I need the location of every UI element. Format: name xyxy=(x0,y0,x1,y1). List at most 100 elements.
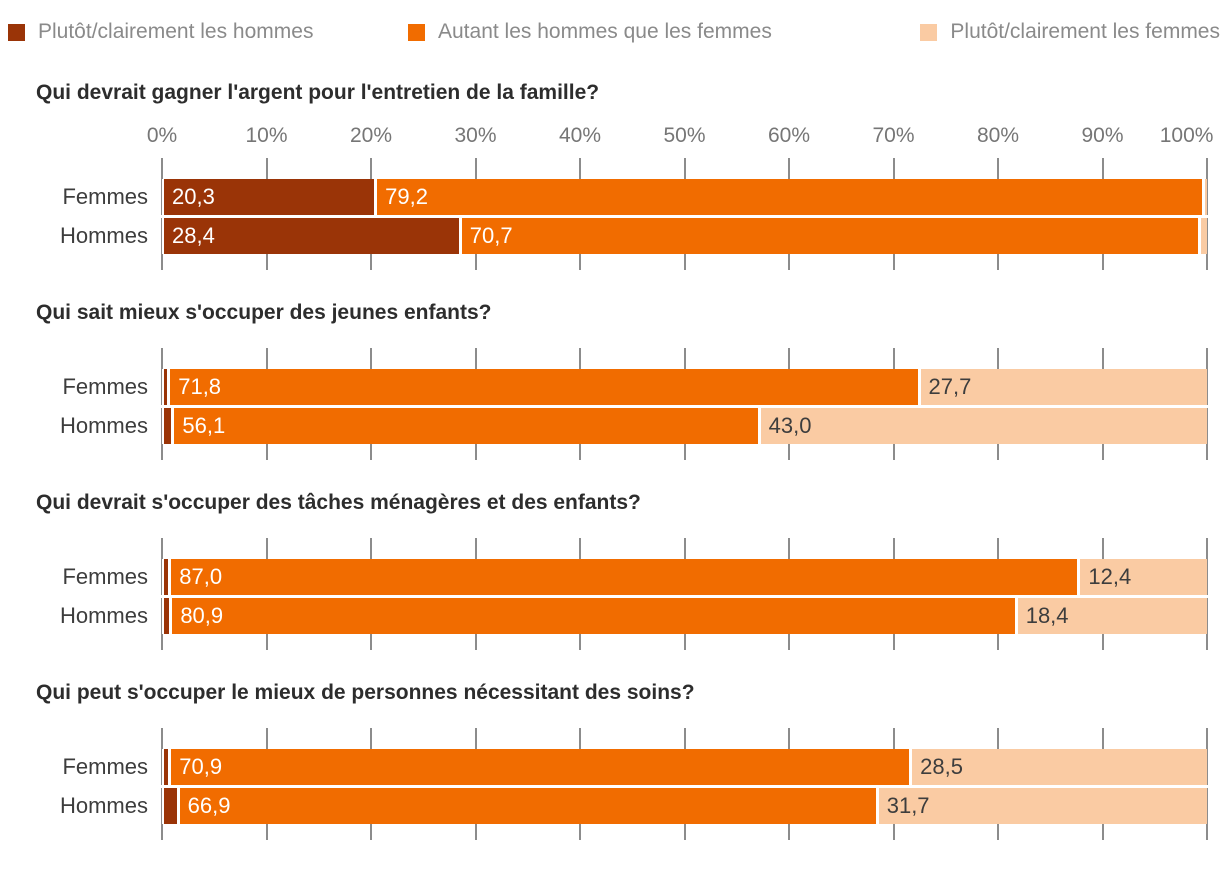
bar-value-label: 66,9 xyxy=(187,793,231,818)
bar-row: Femmes 71,8 27,7 xyxy=(0,369,1220,408)
bar-track: 70,9 28,5 xyxy=(162,749,1207,785)
axis-tick-label: 90% xyxy=(1081,124,1124,147)
bar-track: 66,9 31,7 xyxy=(162,788,1207,824)
chart-title: Qui devrait s'occuper des tâches ménagèr… xyxy=(36,491,641,514)
chart-section: Qui peut s'occuper le mieux de personnes… xyxy=(0,680,1220,840)
legend: Plutôt/clairement les hommes Autant les h… xyxy=(0,0,1220,52)
bar-segment: 71,8 xyxy=(167,369,918,405)
bar-track: 87,0 12,4 xyxy=(162,559,1207,595)
bar-row: Hommes 66,9 31,7 xyxy=(0,788,1220,824)
plot-area: Femmes 70,9 28,5 Hommes 66,9 31,7 xyxy=(0,728,1220,840)
bar-segment: 66,9 xyxy=(176,788,876,824)
bar-segment xyxy=(162,598,170,634)
bar-value-label: 27,7 xyxy=(928,374,972,399)
bar-row: Hommes 56,1 43,0 xyxy=(0,408,1220,444)
bar-segment xyxy=(1197,218,1207,254)
axis-tick-label: 60% xyxy=(767,124,811,147)
bar-row-label: Femmes xyxy=(62,184,148,209)
chart-section: Qui devrait gagner l'argent pour l'entre… xyxy=(0,80,1220,270)
bar-row-label: Femmes xyxy=(62,374,148,399)
bar-value-label: 12,4 xyxy=(1088,564,1132,589)
legend-item-hommes: Plutôt/clairement les hommes xyxy=(8,12,408,52)
plot-area: Femmes 71,8 27,7 Hommes 56,1 43,0 xyxy=(0,348,1220,460)
chart-section: Qui devrait s'occuper des tâches ménagèr… xyxy=(0,490,1220,650)
chart-title: Qui peut s'occuper le mieux de personnes… xyxy=(36,681,695,704)
bar-segment: 20,3 xyxy=(162,179,375,215)
bar-segment: 43,0 xyxy=(757,408,1207,444)
bar-track: 20,3 79,2 xyxy=(162,179,1207,215)
bar-track: 80,9 18,4 xyxy=(162,598,1207,634)
bar-row-label: Hommes xyxy=(59,223,148,248)
axis-tick-label: 40% xyxy=(558,124,602,147)
axis-tick-label: 70% xyxy=(872,124,915,147)
gridline xyxy=(1206,158,1208,270)
bar-value-label: 70,7 xyxy=(469,223,513,248)
bar-track: 56,1 43,0 xyxy=(162,408,1207,444)
bar-segment: 70,7 xyxy=(458,218,1198,254)
axis-tick-label: 80% xyxy=(976,124,1020,147)
charts: Qui devrait gagner l'argent pour l'entre… xyxy=(0,80,1220,840)
legend-item-autant: Autant les hommes que les femmes xyxy=(408,12,920,52)
bar-row: Femmes 87,0 12,4 xyxy=(0,559,1220,598)
bar-row-label: Hommes xyxy=(59,603,148,628)
chart-section: Qui sait mieux s'occuper des jeunes enfa… xyxy=(0,300,1220,460)
bar-segment: 18,4 xyxy=(1014,598,1207,634)
axis-tick-label: 0% xyxy=(146,124,178,147)
bar-row-label: Hommes xyxy=(59,413,148,438)
bar-value-label: 18,4 xyxy=(1025,603,1069,628)
bar-row-label: Hommes xyxy=(59,793,148,818)
chart-title: Qui devrait gagner l'argent pour l'entre… xyxy=(36,81,600,104)
bar-row: Femmes 20,3 79,2 xyxy=(0,179,1220,218)
bar-segment: 28,5 xyxy=(909,749,1207,785)
bar-value-label: 70,9 xyxy=(179,754,223,779)
bar-value-label: 79,2 xyxy=(385,184,428,209)
bar-segment: 56,1 xyxy=(171,408,758,444)
bar-segment: 27,7 xyxy=(917,369,1207,405)
bar-segment: 28,4 xyxy=(162,218,459,254)
bar-value-label: 56,1 xyxy=(182,413,226,438)
legend-label: Plutôt/clairement les femmes xyxy=(950,20,1220,43)
bar-segment xyxy=(162,369,168,405)
bar-value-label: 28,4 xyxy=(172,223,215,248)
bar-segment: 87,0 xyxy=(168,559,1078,595)
gridline xyxy=(1206,728,1208,840)
axis-tick-label: 10% xyxy=(245,124,288,147)
bar-segment: 80,9 xyxy=(169,598,1015,634)
plot-area: Femmes 20,3 79,2 Hommes 28,4 70,7 xyxy=(0,158,1220,270)
gridline xyxy=(1206,348,1208,460)
bar-value-label: 20,3 xyxy=(172,184,215,209)
bar-value-label: 31,7 xyxy=(886,793,930,818)
bar-segment xyxy=(162,408,172,444)
legend-swatch-femmes-icon xyxy=(920,23,938,41)
bar-row: Hommes 80,9 18,4 xyxy=(0,598,1220,634)
bar-row: Femmes 70,9 28,5 xyxy=(0,749,1220,788)
bar-segment xyxy=(162,749,169,785)
legend-swatch-autant-icon xyxy=(408,23,425,41)
bar-segment: 79,2 xyxy=(374,179,1202,215)
bar-value-label: 71,8 xyxy=(178,374,222,399)
plot-area: Femmes 87,0 12,4 Hommes 80,9 18,4 xyxy=(0,538,1220,650)
axis-labels: 0% 10% 20% 30% 40% 50% 60% 70% 80% 90% 100% xyxy=(147,124,1214,150)
bar-row-label: Femmes xyxy=(62,564,148,589)
bar-track: 71,8 27,7 xyxy=(162,369,1207,405)
bar-track: 28,4 70,7 xyxy=(162,218,1207,254)
bar-value-label: 43,0 xyxy=(768,413,812,438)
axis-tick-label: 30% xyxy=(454,124,497,147)
axis-tick-label: 20% xyxy=(349,124,393,147)
bar-segment: 31,7 xyxy=(875,788,1207,824)
bar-segment xyxy=(1201,179,1207,215)
bar-segment: 12,4 xyxy=(1077,559,1207,595)
axis-tick-label: 100% xyxy=(1159,124,1214,147)
legend-label: Plutôt/clairement les hommes xyxy=(38,20,314,43)
legend-label: Autant les hommes que les femmes xyxy=(438,20,772,43)
axis-tick-label: 50% xyxy=(663,124,706,147)
gridline xyxy=(1206,538,1208,650)
legend-swatch-hommes-icon xyxy=(8,23,25,41)
legend-item-femmes: Plutôt/clairement les femmes xyxy=(920,12,1220,52)
bar-segment: 70,9 xyxy=(168,749,910,785)
bar-value-label: 80,9 xyxy=(180,603,224,628)
bar-row-label: Femmes xyxy=(62,754,148,779)
bar-value-label: 28,5 xyxy=(920,754,963,779)
bar-segment xyxy=(162,788,177,824)
chart-title: Qui sait mieux s'occuper des jeunes enfa… xyxy=(36,301,492,324)
